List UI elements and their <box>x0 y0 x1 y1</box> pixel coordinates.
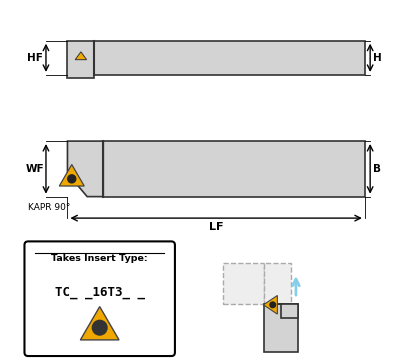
Circle shape <box>92 320 107 335</box>
FancyBboxPatch shape <box>68 41 94 78</box>
Text: H: H <box>373 53 382 63</box>
Circle shape <box>270 302 276 308</box>
Polygon shape <box>68 141 103 197</box>
Polygon shape <box>264 296 277 314</box>
FancyBboxPatch shape <box>264 263 291 304</box>
Text: KAPR 90°: KAPR 90° <box>28 203 70 212</box>
Text: B: B <box>373 164 381 174</box>
Text: TC_ _16T3_ _: TC_ _16T3_ _ <box>55 286 145 299</box>
Text: WF: WF <box>26 164 44 174</box>
FancyBboxPatch shape <box>223 263 264 304</box>
Text: Takes Insert Type:: Takes Insert Type: <box>51 254 148 263</box>
Circle shape <box>68 175 76 183</box>
FancyBboxPatch shape <box>264 304 298 352</box>
Text: HF: HF <box>27 53 43 63</box>
FancyBboxPatch shape <box>24 242 175 356</box>
Polygon shape <box>80 306 119 340</box>
FancyBboxPatch shape <box>94 41 365 75</box>
Polygon shape <box>75 52 87 60</box>
FancyBboxPatch shape <box>103 141 365 197</box>
Text: LF: LF <box>209 222 223 232</box>
Polygon shape <box>59 165 84 186</box>
Polygon shape <box>264 304 298 318</box>
